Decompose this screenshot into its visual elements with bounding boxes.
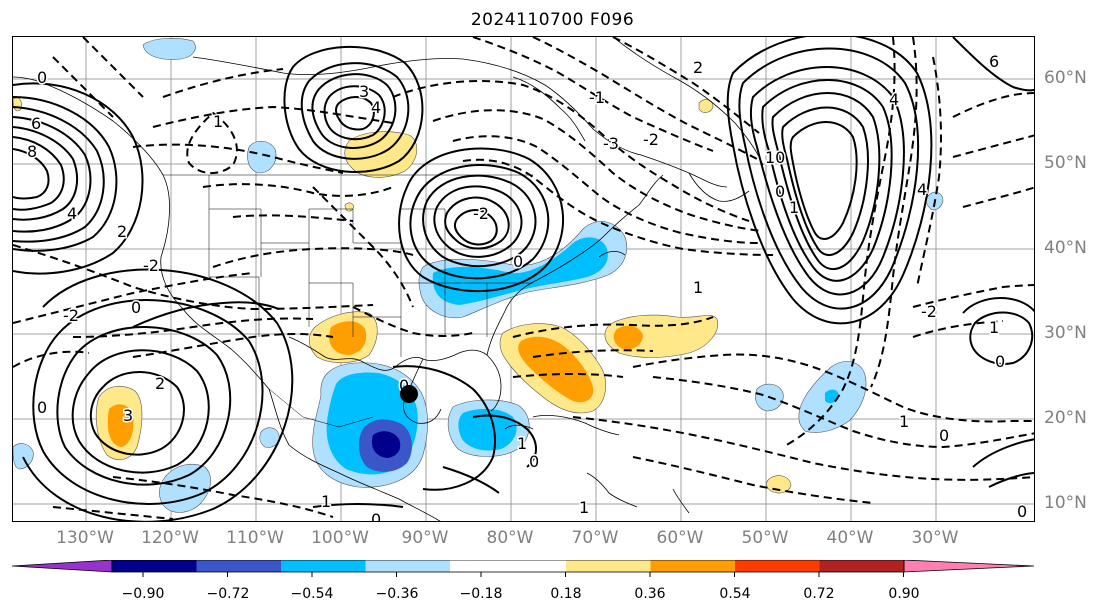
colorbar-tick-label: −0.90: [121, 586, 165, 602]
colorbar-segment: [112, 560, 197, 572]
lon-label: 90°W: [401, 528, 449, 548]
contour-label: 1: [517, 434, 527, 453]
contour-label: -2: [473, 204, 489, 223]
contour-label: 1: [213, 112, 223, 131]
colorbar-tick-label: 0.36: [634, 586, 666, 602]
contour-label: 3: [359, 82, 369, 101]
contour-label: 1: [321, 492, 331, 511]
colorbar-tick-label: 0.72: [803, 586, 835, 602]
lon-label: 120°W: [141, 528, 199, 548]
contour-label: 2: [155, 374, 165, 393]
state-borders: [163, 174, 533, 428]
colorbar-tick-label: 0.18: [550, 586, 582, 602]
contour-label: 0: [131, 298, 141, 317]
contour-label: 4: [917, 180, 927, 199]
contour-label: 6: [31, 114, 41, 133]
contour-label: 0: [995, 352, 1005, 371]
colorbar-tick-label: −0.36: [375, 586, 419, 602]
lat-label: 20°N: [1044, 408, 1087, 428]
contour-label: 0: [37, 68, 47, 87]
colorbar-extend-low: [11, 560, 113, 573]
contour-label: 1: [693, 278, 703, 297]
contour-label: -2: [643, 130, 659, 149]
contour-label: 4: [889, 90, 899, 109]
colorbar-segment: [281, 560, 366, 572]
lon-label: 30°W: [911, 528, 959, 548]
map-panel: 0 6 8 4 2 3 2 0 -2 -2 0 3 4 1 -2 0 -1 -3…: [12, 36, 1035, 522]
contour-label: 2: [117, 222, 127, 241]
colorbar-extend-high: [903, 560, 1035, 573]
lat-label: 40°N: [1044, 238, 1087, 258]
lat-label: 50°N: [1044, 153, 1087, 173]
lat-label: 60°N: [1044, 68, 1087, 88]
contour-label: 0: [371, 510, 381, 522]
contour-label: 6: [989, 52, 999, 71]
colorbar-tick-label: 0.54: [719, 586, 751, 602]
contour-label: 0: [529, 452, 539, 471]
colorbar-segment: [566, 560, 651, 572]
lon-label: 80°W: [486, 528, 534, 548]
colorbar-segment: [365, 560, 450, 572]
anomaly-fills: [13, 38, 944, 513]
colorbar-tick-label: −0.54: [290, 586, 334, 602]
colorbar: [11, 560, 1035, 577]
contour-label: -2: [921, 302, 937, 321]
contour-label: 0: [775, 182, 785, 201]
contour-label: 1: [789, 198, 799, 217]
negative-contours: [13, 37, 1034, 520]
colorbar-segment: [196, 560, 281, 572]
coastlines: [13, 37, 764, 521]
lon-label: 100°W: [311, 528, 369, 548]
colorbar-segment: [450, 560, 566, 572]
contour-label: -2: [63, 306, 79, 325]
lon-label: 50°W: [741, 528, 789, 548]
contour-label: 4: [67, 204, 77, 223]
contour-labels: 0 6 8 4 2 3 2 0 -2 -2 0 3 4 1 -2 0 -1 -3…: [26, 51, 1029, 522]
lon-label: 60°W: [656, 528, 704, 548]
contour-label: -3: [603, 134, 619, 153]
lon-label: 70°W: [571, 528, 619, 548]
contour-label: -1: [589, 88, 605, 107]
contour-label: 2: [693, 58, 703, 77]
contour-label: 8: [27, 142, 37, 161]
lon-label: 130°W: [56, 528, 114, 548]
colorbar-segment: [650, 560, 735, 572]
contour-label: 0: [939, 426, 949, 445]
contour-label: 10: [765, 148, 785, 167]
contour-label: 1: [579, 498, 589, 517]
lon-label: 110°W: [226, 528, 284, 548]
contour-label: 4: [371, 98, 381, 117]
contour-label: 0: [37, 398, 47, 417]
contour-label: 3: [123, 406, 133, 425]
contour-label: 0: [1017, 502, 1027, 521]
map-canvas: 0 6 8 4 2 3 2 0 -2 -2 0 3 4 1 -2 0 -1 -3…: [13, 37, 1034, 522]
lon-label: 40°W: [826, 528, 874, 548]
colorbar-tick-label: 0.90: [888, 586, 920, 602]
colorbar-segment: [819, 560, 904, 572]
cyclone-position-marker: [400, 385, 418, 403]
positive-contours: [13, 37, 1034, 521]
contour-label: 0: [513, 252, 523, 271]
colorbar-segment: [735, 560, 820, 572]
lat-label: 30°N: [1044, 323, 1087, 343]
contour-label: 1: [899, 412, 909, 431]
map-title: 2024110700 F096: [470, 10, 635, 30]
lat-label: 10°N: [1044, 493, 1087, 513]
colorbar-tick-label: −0.72: [206, 586, 250, 602]
contour-label: -2: [143, 256, 159, 275]
contour-label: 1: [989, 318, 999, 337]
colorbar-tick-label: −0.18: [459, 586, 503, 602]
